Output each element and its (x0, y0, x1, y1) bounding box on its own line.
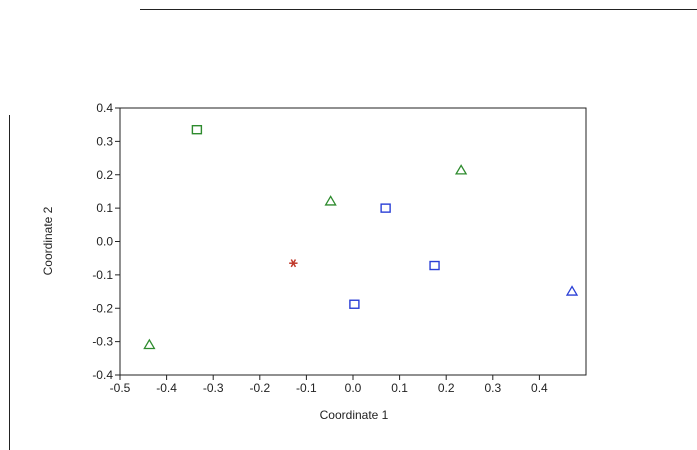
x-tick-label: -0.4 (156, 381, 177, 395)
data-point-square (349, 299, 360, 309)
data-points (143, 124, 579, 350)
x-tick-label: -0.1 (296, 381, 317, 395)
y-tick-label: -0.1 (92, 268, 113, 282)
data-point-triangle (324, 195, 337, 206)
x-tick-label: 0.1 (391, 381, 408, 395)
x-axis: -0.5 -0.4 -0.3 -0.2 -0.1 0.0 0.1 0.2 0.3 0.4 (110, 375, 548, 395)
x-tick-label: 0.2 (438, 381, 455, 395)
data-point-square (429, 260, 440, 271)
data-point-square (380, 203, 391, 213)
plot-area (119, 107, 587, 376)
y-tick-label: -0.3 (92, 335, 113, 349)
frame-top-border (140, 9, 697, 10)
frame-left-border (9, 115, 10, 450)
x-tick-label: -0.2 (249, 381, 270, 395)
y-tick-label: 0.4 (96, 101, 113, 115)
y-tick-label: 0.0 (96, 235, 113, 249)
data-point-triangle (565, 285, 579, 296)
y-tick-label: -0.2 (92, 301, 113, 315)
x-tick-label: 0.3 (484, 381, 501, 395)
data-point-star (289, 259, 298, 268)
y-axis: 0.4 0.3 0.2 0.1 0.0 -0.1 -0.2 -0.3 -0.4 (92, 101, 120, 382)
y-tick-label: 0.2 (96, 168, 113, 182)
y-tick-label: 0.3 (96, 134, 113, 148)
x-tick-label: 0.0 (345, 381, 362, 395)
x-tick-label: -0.3 (203, 381, 224, 395)
x-tick-label: 0.4 (531, 381, 548, 395)
x-tick-label: -0.5 (110, 381, 131, 395)
data-point-triangle (143, 338, 156, 350)
data-point-triangle (454, 164, 468, 175)
y-axis-label: Coordinate 2 (41, 206, 55, 275)
data-point-square (191, 124, 203, 135)
y-tick-label: 0.1 (96, 201, 113, 215)
x-axis-label: Coordinate 1 (320, 408, 389, 422)
y-tick-label: -0.4 (92, 368, 113, 382)
